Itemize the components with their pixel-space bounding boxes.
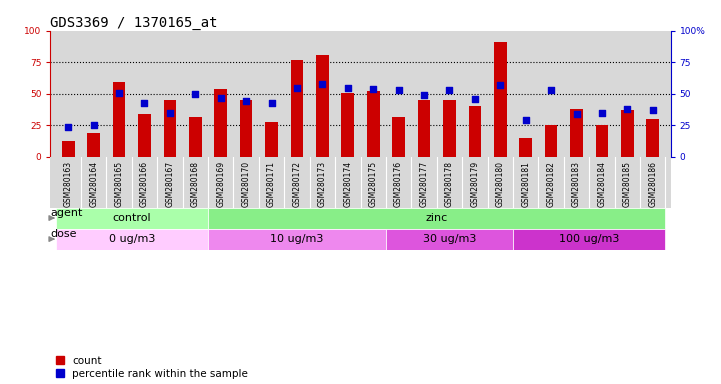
Bar — [392, 117, 405, 157]
Bar — [208, 207, 665, 228]
Text: GSM280169: GSM280169 — [216, 161, 225, 207]
Point — [164, 110, 176, 116]
Point — [622, 106, 633, 112]
Point — [113, 89, 125, 96]
Text: GSM280171: GSM280171 — [267, 161, 276, 207]
Bar — [519, 138, 532, 157]
Bar — [443, 100, 456, 157]
Text: control: control — [112, 213, 151, 223]
Point — [88, 122, 99, 129]
Text: GSM280172: GSM280172 — [293, 161, 301, 207]
Text: GSM280165: GSM280165 — [115, 161, 123, 207]
Text: GSM280176: GSM280176 — [394, 161, 403, 207]
Text: GSM280163: GSM280163 — [63, 161, 73, 207]
Bar — [87, 133, 100, 157]
Text: GSM280167: GSM280167 — [165, 161, 174, 207]
Point — [317, 81, 328, 87]
Bar — [386, 228, 513, 250]
Point — [342, 84, 353, 91]
Bar — [291, 60, 304, 157]
Bar — [56, 228, 208, 250]
Text: zinc: zinc — [425, 213, 448, 223]
Point — [215, 94, 226, 101]
Point — [291, 84, 303, 91]
Bar — [62, 141, 74, 157]
Point — [571, 111, 583, 117]
Text: GSM280181: GSM280181 — [521, 161, 530, 207]
Bar — [240, 100, 252, 157]
Text: GSM280180: GSM280180 — [496, 161, 505, 207]
Bar — [342, 93, 354, 157]
Point — [495, 82, 506, 88]
Bar — [621, 110, 634, 157]
Text: GSM280178: GSM280178 — [445, 161, 454, 207]
Point — [647, 107, 658, 113]
Bar — [494, 42, 507, 157]
Bar — [164, 100, 176, 157]
Text: GSM280185: GSM280185 — [623, 161, 632, 207]
Bar — [214, 89, 227, 157]
Bar — [367, 91, 379, 157]
Point — [240, 98, 252, 104]
Bar — [596, 126, 609, 157]
Legend: count, percentile rank within the sample: count, percentile rank within the sample — [56, 356, 248, 379]
Text: GSM280168: GSM280168 — [191, 161, 200, 207]
Text: 100 ug/m3: 100 ug/m3 — [559, 234, 619, 244]
Text: GSM280184: GSM280184 — [598, 161, 606, 207]
Point — [266, 99, 278, 106]
Point — [190, 91, 201, 97]
Text: GSM280179: GSM280179 — [470, 161, 479, 207]
Bar — [265, 122, 278, 157]
Text: 10 ug/m3: 10 ug/m3 — [270, 234, 324, 244]
Text: GSM280170: GSM280170 — [242, 161, 251, 207]
Bar — [513, 228, 665, 250]
Bar — [138, 114, 151, 157]
Text: dose: dose — [50, 230, 77, 240]
Text: GSM280183: GSM280183 — [572, 161, 581, 207]
Point — [469, 96, 481, 102]
Text: GSM280175: GSM280175 — [368, 161, 378, 207]
Point — [520, 117, 531, 123]
Text: GSM280166: GSM280166 — [140, 161, 149, 207]
Point — [443, 87, 455, 93]
Point — [138, 99, 150, 106]
Point — [418, 92, 430, 98]
Bar — [208, 228, 386, 250]
Point — [368, 86, 379, 92]
Bar — [647, 119, 659, 157]
Bar — [189, 117, 202, 157]
Point — [596, 110, 608, 116]
Point — [63, 124, 74, 130]
Bar — [417, 100, 430, 157]
Text: GSM280174: GSM280174 — [343, 161, 353, 207]
Text: 0 ug/m3: 0 ug/m3 — [109, 234, 155, 244]
Bar — [112, 83, 125, 157]
Text: 30 ug/m3: 30 ug/m3 — [423, 234, 476, 244]
Text: GSM280182: GSM280182 — [547, 161, 556, 207]
Point — [545, 87, 557, 93]
Text: GSM280164: GSM280164 — [89, 161, 98, 207]
Text: GSM280177: GSM280177 — [420, 161, 428, 207]
Bar — [545, 126, 557, 157]
Bar — [56, 207, 208, 228]
Text: GDS3369 / 1370165_at: GDS3369 / 1370165_at — [50, 16, 218, 30]
Bar — [570, 109, 583, 157]
Text: agent: agent — [50, 209, 83, 218]
Bar — [316, 55, 329, 157]
Bar — [469, 106, 481, 157]
Text: GSM280186: GSM280186 — [648, 161, 658, 207]
Point — [393, 87, 404, 93]
Text: GSM280173: GSM280173 — [318, 161, 327, 207]
